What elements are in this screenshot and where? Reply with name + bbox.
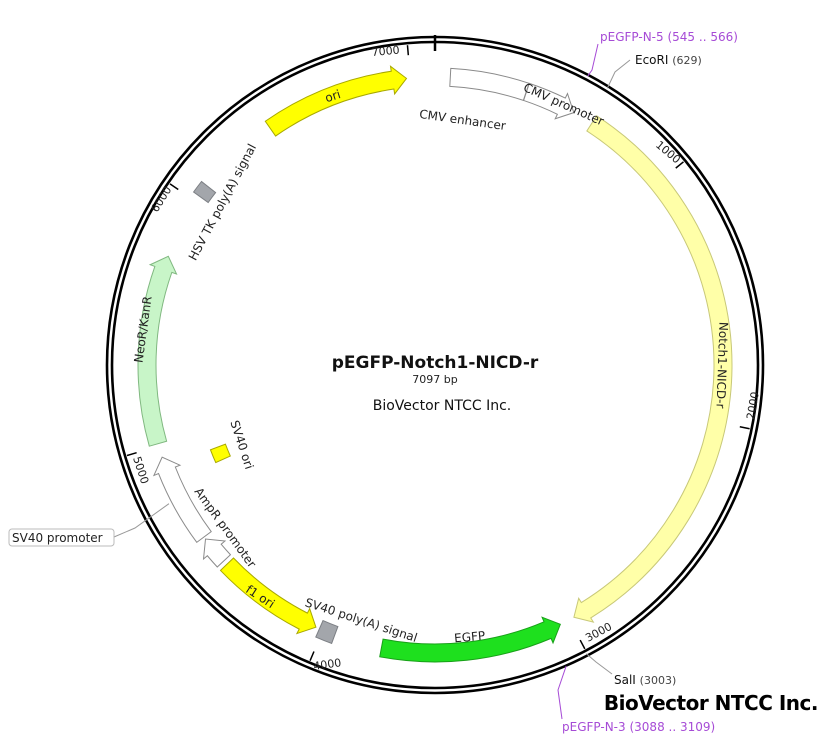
- feature-egfp[interactable]: [379, 616, 561, 663]
- tick-marks: [126, 35, 750, 661]
- feature-cmv-enhancer[interactable]: [449, 67, 530, 101]
- feature-ori[interactable]: [264, 65, 408, 137]
- tick-6000: [169, 183, 179, 191]
- feature-label-egfp: EGFP: [454, 629, 486, 646]
- pegfp-n-5-marker: [587, 43, 599, 77]
- feature-hsv-tk-poly-a-signal[interactable]: [192, 180, 217, 204]
- site-label-ecori: EcoRI (629): [635, 53, 702, 67]
- feature-label-sv40-promoter: SV40 promoter: [12, 531, 103, 545]
- feature-sv40-poly-a-signal[interactable]: [315, 619, 339, 645]
- plasmid-name: pEGFP-Notch1-NICD-r: [332, 353, 539, 373]
- feature-label-cmv-enhancer: CMV enhancer: [418, 107, 506, 133]
- tick-label-3000: 3000: [583, 620, 614, 645]
- sv40-promoter-leader: [113, 503, 170, 538]
- tick-2000: [739, 426, 750, 430]
- feature-sv40-ori[interactable]: [209, 443, 231, 464]
- tick-label-7000: 7000: [371, 44, 400, 59]
- primer-label-pegfp-n-5: pEGFP-N-5 (545 .. 566): [600, 30, 738, 44]
- ecori-leader: [606, 59, 631, 89]
- tick-7000: [406, 45, 410, 56]
- sali-leader: [586, 653, 613, 675]
- pegfp-n-3-marker: [557, 665, 567, 720]
- feature-cmv-promoter[interactable]: [522, 82, 575, 120]
- tick-5000: [126, 451, 137, 457]
- watermark: BioVector NTCC Inc.: [604, 691, 818, 715]
- site-label-sali: SalI (3003): [614, 673, 676, 687]
- primer-label-pegfp-n-3: pEGFP-N-3 (3088 .. 3109): [562, 720, 715, 734]
- feature-ampr-promoter[interactable]: [202, 538, 232, 568]
- tick-4000: [309, 651, 315, 661]
- feature-label-notch1-nicd-r: Notch1-NICD-r: [713, 322, 730, 409]
- company-name: BioVector NTCC Inc.: [373, 398, 511, 414]
- feature-label-sv40-ori: SV40 ori: [227, 419, 256, 471]
- sv40-promoter-label-box: [8, 528, 115, 547]
- feature-label-ori: ori: [323, 87, 342, 105]
- tick-3000: [579, 639, 586, 650]
- feature-sv40-promoter[interactable]: [152, 456, 212, 544]
- leader-lines: [113, 43, 631, 720]
- feature-arrows: [137, 65, 733, 663]
- plasmid-length: 7097 bp: [412, 373, 457, 386]
- tick-label-4000: 4000: [313, 656, 343, 673]
- feature-notch1-nicd-r[interactable]: [573, 115, 733, 623]
- feature-neor-kanr[interactable]: [137, 255, 178, 447]
- feature-label-hsv-tk-polya: HSV TK poly(A) signal: [186, 141, 259, 262]
- tick-label-2000: 2000: [744, 391, 762, 421]
- feature-f1-ori[interactable]: [219, 557, 317, 635]
- tick-1000: [675, 161, 684, 169]
